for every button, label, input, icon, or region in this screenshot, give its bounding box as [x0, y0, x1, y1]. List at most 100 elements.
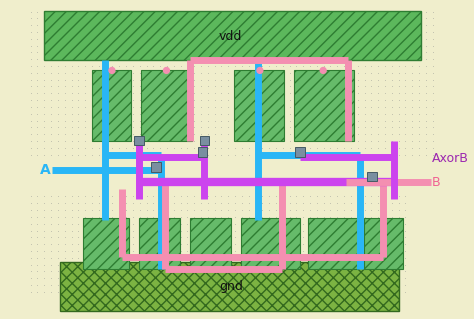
Point	[47, 255, 55, 260]
Point	[109, 255, 116, 260]
Point	[218, 262, 225, 267]
Point	[82, 269, 89, 274]
Point	[320, 262, 328, 267]
Point	[170, 241, 178, 247]
Point	[177, 43, 184, 48]
Point	[204, 63, 211, 69]
Point	[340, 57, 348, 62]
Point	[320, 194, 328, 199]
Point	[136, 138, 144, 144]
Point	[109, 84, 116, 89]
Point	[129, 98, 137, 103]
Point	[334, 276, 341, 281]
Point	[340, 235, 348, 240]
Point	[422, 29, 429, 34]
Point	[122, 118, 130, 123]
Point	[183, 241, 191, 247]
Point	[82, 262, 89, 267]
Point	[265, 194, 273, 199]
Point	[197, 138, 205, 144]
Point	[47, 138, 55, 144]
Point	[163, 132, 171, 137]
Point	[374, 111, 382, 116]
Point	[177, 118, 184, 123]
Point	[129, 208, 137, 213]
Point	[320, 289, 328, 294]
Point	[68, 77, 75, 82]
Point	[82, 36, 89, 41]
Point	[381, 57, 389, 62]
Point	[170, 63, 178, 69]
Point	[252, 276, 259, 281]
Point	[40, 138, 48, 144]
Point	[292, 84, 300, 89]
Point	[313, 289, 320, 294]
Point	[231, 29, 239, 34]
Point	[61, 29, 69, 34]
Point	[170, 29, 178, 34]
Point	[95, 84, 102, 89]
Point	[340, 276, 348, 281]
Point	[361, 29, 368, 34]
Point	[116, 16, 123, 21]
Point	[143, 132, 150, 137]
Point	[327, 63, 334, 69]
Point	[292, 132, 300, 137]
Point	[170, 125, 178, 130]
Point	[347, 214, 355, 219]
Point	[211, 111, 219, 116]
Point	[354, 118, 362, 123]
Bar	[44, 11, 421, 60]
Point	[122, 283, 130, 288]
Point	[367, 9, 375, 14]
Point	[381, 84, 389, 89]
Point	[361, 36, 368, 41]
Point	[143, 262, 150, 267]
Point	[82, 125, 89, 130]
Point	[61, 276, 69, 281]
Point	[272, 138, 280, 144]
Point	[34, 194, 41, 199]
Point	[116, 9, 123, 14]
Point	[320, 77, 328, 82]
Point	[61, 221, 69, 226]
Point	[177, 91, 184, 96]
Point	[204, 262, 211, 267]
Point	[95, 111, 102, 116]
Point	[367, 43, 375, 48]
Point	[102, 269, 109, 274]
Point	[74, 235, 82, 240]
Point	[313, 77, 320, 82]
Point	[204, 214, 211, 219]
Point	[218, 132, 225, 137]
Circle shape	[164, 68, 169, 73]
Point	[300, 262, 307, 267]
Point	[340, 118, 348, 123]
Point	[279, 249, 287, 254]
Point	[54, 283, 62, 288]
Point	[170, 111, 178, 116]
Point	[265, 228, 273, 233]
Point	[156, 152, 164, 157]
Point	[170, 9, 178, 14]
Point	[156, 16, 164, 21]
Point	[279, 98, 287, 103]
Point	[320, 228, 328, 233]
Point	[177, 145, 184, 150]
Point	[313, 152, 320, 157]
Point	[170, 283, 178, 288]
Point	[156, 145, 164, 150]
Point	[334, 228, 341, 233]
Point	[61, 262, 69, 267]
Point	[252, 70, 259, 75]
Point	[211, 16, 219, 21]
Point	[279, 241, 287, 247]
Point	[381, 111, 389, 116]
Point	[211, 84, 219, 89]
Point	[191, 29, 198, 34]
Point	[231, 289, 239, 294]
Point	[238, 221, 246, 226]
Point	[163, 91, 171, 96]
Point	[286, 152, 293, 157]
Point	[191, 145, 198, 150]
